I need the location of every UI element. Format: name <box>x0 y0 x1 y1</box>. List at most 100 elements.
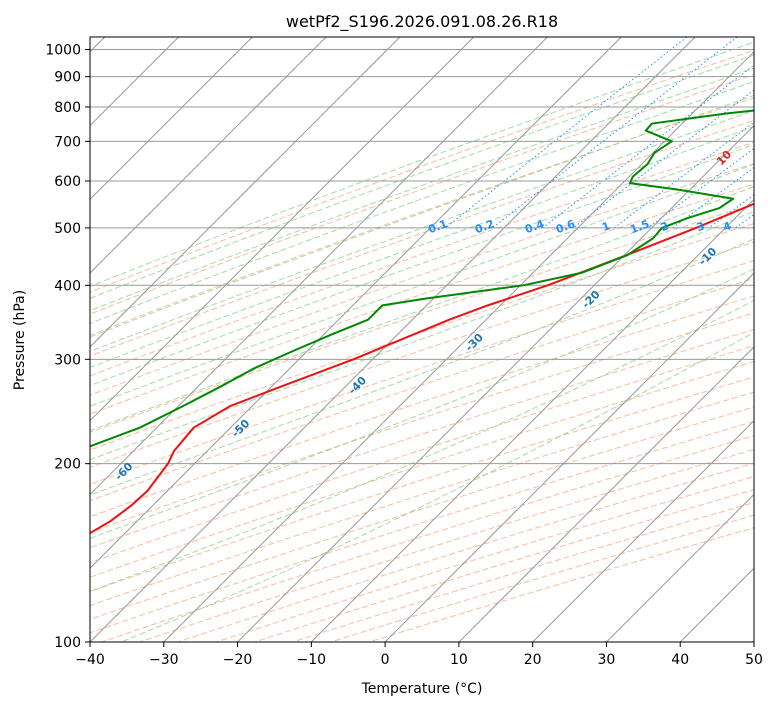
isotherm-line <box>384 272 754 642</box>
x-tick-label: 20 <box>524 652 542 668</box>
isotherm-line <box>90 37 253 201</box>
moist-adiabat-line <box>90 41 754 287</box>
dry-adiabat-line <box>90 260 754 485</box>
mixing-ratio-label: 6 <box>760 219 772 234</box>
isotherm-line <box>310 198 754 642</box>
moist-adiabat-line <box>90 185 754 432</box>
x-tick-label: −10 <box>297 652 327 668</box>
isotherm-line <box>606 493 754 642</box>
dry-adiabat-line <box>90 312 754 533</box>
mixing-ratio-line <box>613 121 754 229</box>
y-tick-label: 600 <box>54 174 81 190</box>
y-tick-label: 100 <box>54 635 81 651</box>
isotherm-line <box>90 37 401 348</box>
mixing-ratio-label: 1.5 <box>628 217 651 236</box>
moist-adiabat-line <box>121 332 754 642</box>
isotherm-line <box>90 37 327 274</box>
mixing-ratio-line <box>735 213 754 229</box>
dry-adiabat-line <box>216 476 754 642</box>
dry-adiabat-line <box>90 295 754 518</box>
y-tick-label: 200 <box>54 457 81 473</box>
dry-adiabat-line <box>90 73 754 315</box>
x-tick-label: 50 <box>745 652 763 668</box>
mixing-ratio-line <box>672 166 754 229</box>
moist-adiabat-line <box>90 163 754 407</box>
dry-adiabat-line <box>90 328 754 549</box>
chart-title: wetPf2_S196.2026.091.08.26.R18 <box>286 12 558 32</box>
dry-adiabat-line <box>90 277 754 502</box>
isotherm-line <box>532 419 754 642</box>
dewpoint-line <box>90 109 754 448</box>
isotherm-line <box>90 37 475 422</box>
dry-adiabat-line <box>90 391 754 607</box>
dry-adiabat-line <box>90 97 754 336</box>
moist-adiabat-line <box>90 210 754 461</box>
dry-adiabat-line <box>292 502 754 642</box>
mixing-ratio-label: 0.4 <box>523 217 546 236</box>
x-tick-label: 10 <box>450 652 468 668</box>
y-tick-label: 500 <box>54 221 81 237</box>
x-tick-label: 30 <box>598 652 616 668</box>
moist-adiabat-line <box>90 268 754 539</box>
dry-adiabat-line <box>90 241 754 468</box>
dry-adiabat-line <box>330 514 754 642</box>
dry-adiabat-line <box>90 376 754 593</box>
y-tick-label: 1000 <box>45 43 81 59</box>
mixing-ratio-line <box>492 37 738 229</box>
isotherm-line <box>163 51 754 642</box>
isotherm-label: -40 <box>346 374 369 397</box>
y-tick-label: 300 <box>54 352 81 368</box>
y-tick-label: 900 <box>54 70 81 86</box>
moist-adiabat-line <box>90 94 754 338</box>
dry-adiabat-line <box>90 345 754 564</box>
mixing-ratio-label: 1 <box>600 219 612 234</box>
grid-lines <box>90 37 754 642</box>
isotherm-line <box>458 346 754 642</box>
isotherm-label: -70 <box>0 503 19 526</box>
isotherm-line <box>679 567 754 642</box>
mixing-ratio-label: 4 <box>721 219 733 234</box>
y-axis: 100 200 300 400 500 600 700 800 900 1000 <box>45 43 90 651</box>
dry-adiabat-line <box>101 435 754 642</box>
dry-adiabat-line <box>90 119 754 357</box>
mixing-ratio-label: 3 <box>695 219 707 234</box>
y-tick-label: 800 <box>54 100 81 116</box>
profile-lines <box>90 109 754 535</box>
moist-adiabat-line <box>90 143 754 387</box>
x-axis: −40 −30 −20 −10 0 10 20 30 40 50 <box>75 642 763 668</box>
isotherm-line <box>237 124 754 642</box>
isotherm-line <box>90 37 548 496</box>
moist-adiabat-line <box>90 238 754 496</box>
x-tick-label: −40 <box>75 652 105 668</box>
line-labels: 0.10.20.40.611.52346810131620253036-100-… <box>0 148 772 526</box>
dry-adiabat-line <box>90 203 754 433</box>
isotherm-line <box>90 37 696 642</box>
isotherm-label: -60 <box>112 460 135 483</box>
x-tick-label: −30 <box>149 652 179 668</box>
x-tick-label: 40 <box>671 652 689 668</box>
temperature-line <box>90 202 754 535</box>
isotherm-line <box>753 641 754 642</box>
moist-adiabat-line <box>90 299 754 592</box>
dry-adiabat-line <box>90 49 754 293</box>
isotherm-label: -10 <box>696 245 719 268</box>
dry-adiabat-line <box>90 163 754 396</box>
plot-frame <box>89 36 755 643</box>
x-tick-label: −20 <box>223 652 253 668</box>
mixing-ratio-line <box>542 64 754 229</box>
moist-adiabat-line <box>90 126 754 369</box>
dry-adiabat-line <box>90 141 754 377</box>
dry-adiabat-label: 10 <box>714 148 734 168</box>
x-tick-label: 0 <box>381 652 390 668</box>
dry-adiabat-line <box>90 360 754 578</box>
moist-adiabat-line <box>90 67 754 312</box>
mixing-ratio-line <box>708 194 754 229</box>
mixing-ratio-label: 0.1 <box>426 217 449 236</box>
y-axis-title: Pressure (hPa) <box>12 290 28 390</box>
mixing-ratio-label: 2 <box>659 219 671 234</box>
dry-adiabat-line <box>90 183 754 415</box>
background-lines <box>90 37 754 642</box>
y-tick-label: 700 <box>54 134 81 150</box>
y-tick-label: 400 <box>54 278 81 294</box>
